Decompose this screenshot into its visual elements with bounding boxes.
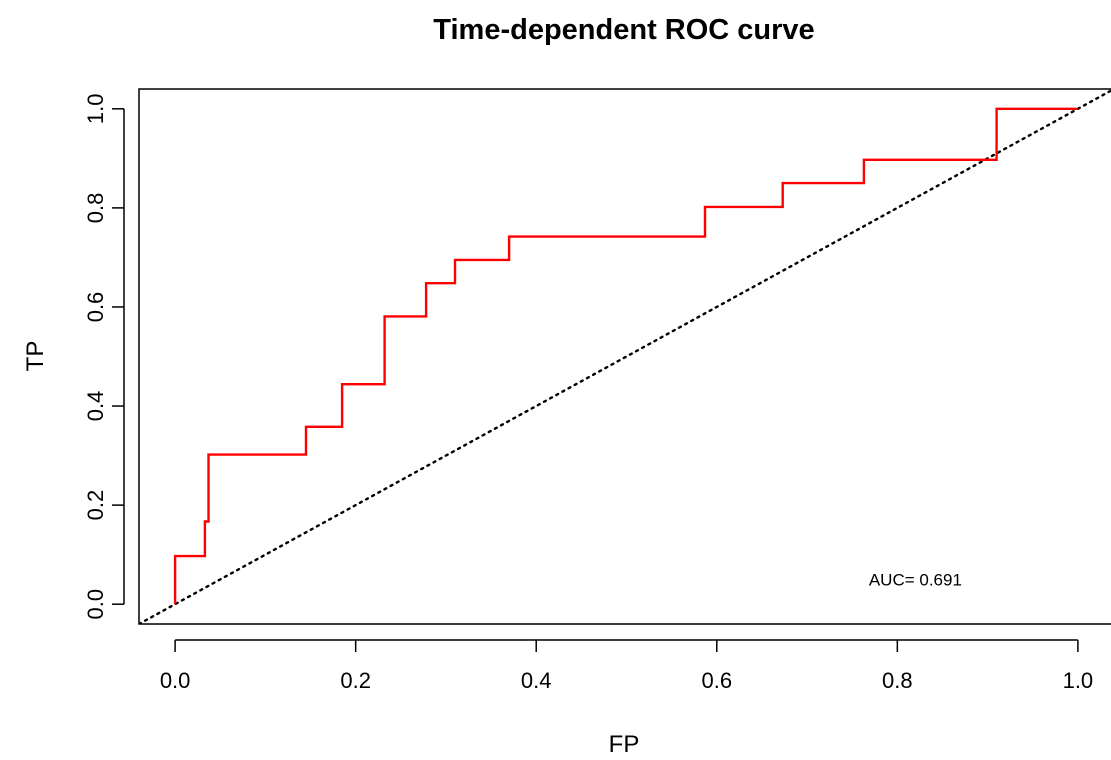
x-tick-label: 1.0 — [1063, 668, 1094, 693]
plot-frame — [138, 88, 1111, 625]
y-tick-label: 1.0 — [83, 94, 108, 125]
y-tick-label: 0.4 — [83, 391, 108, 422]
y-tick-label: 0.8 — [83, 193, 108, 224]
x-tick-label: 0.4 — [521, 668, 552, 693]
x-tick-label: 0.0 — [160, 668, 191, 693]
x-tick-label: 0.2 — [340, 668, 371, 693]
y-axis-label: TP — [22, 341, 49, 372]
reference-diagonal-line — [139, 89, 1111, 624]
roc-curve-line — [173, 107, 1078, 605]
plot-area — [139, 89, 1111, 624]
x-axis-label: FP — [609, 731, 640, 758]
axes: 0.0 0.2 0.4 0.6 0.8 1.0 0.0 0.2 0.4 0.6 0.8 1.0 — [83, 94, 1093, 693]
auc-annotation: AUC= 0.691 — [869, 570, 962, 589]
y-tick-label: 0.0 — [83, 589, 108, 620]
x-tick-label: 0.6 — [701, 668, 732, 693]
chart-title: Time-dependent ROC curve — [433, 14, 814, 46]
x-tick-label: 0.8 — [882, 668, 913, 693]
y-tick-label: 0.6 — [83, 292, 108, 323]
y-tick-label: 0.2 — [83, 490, 108, 521]
